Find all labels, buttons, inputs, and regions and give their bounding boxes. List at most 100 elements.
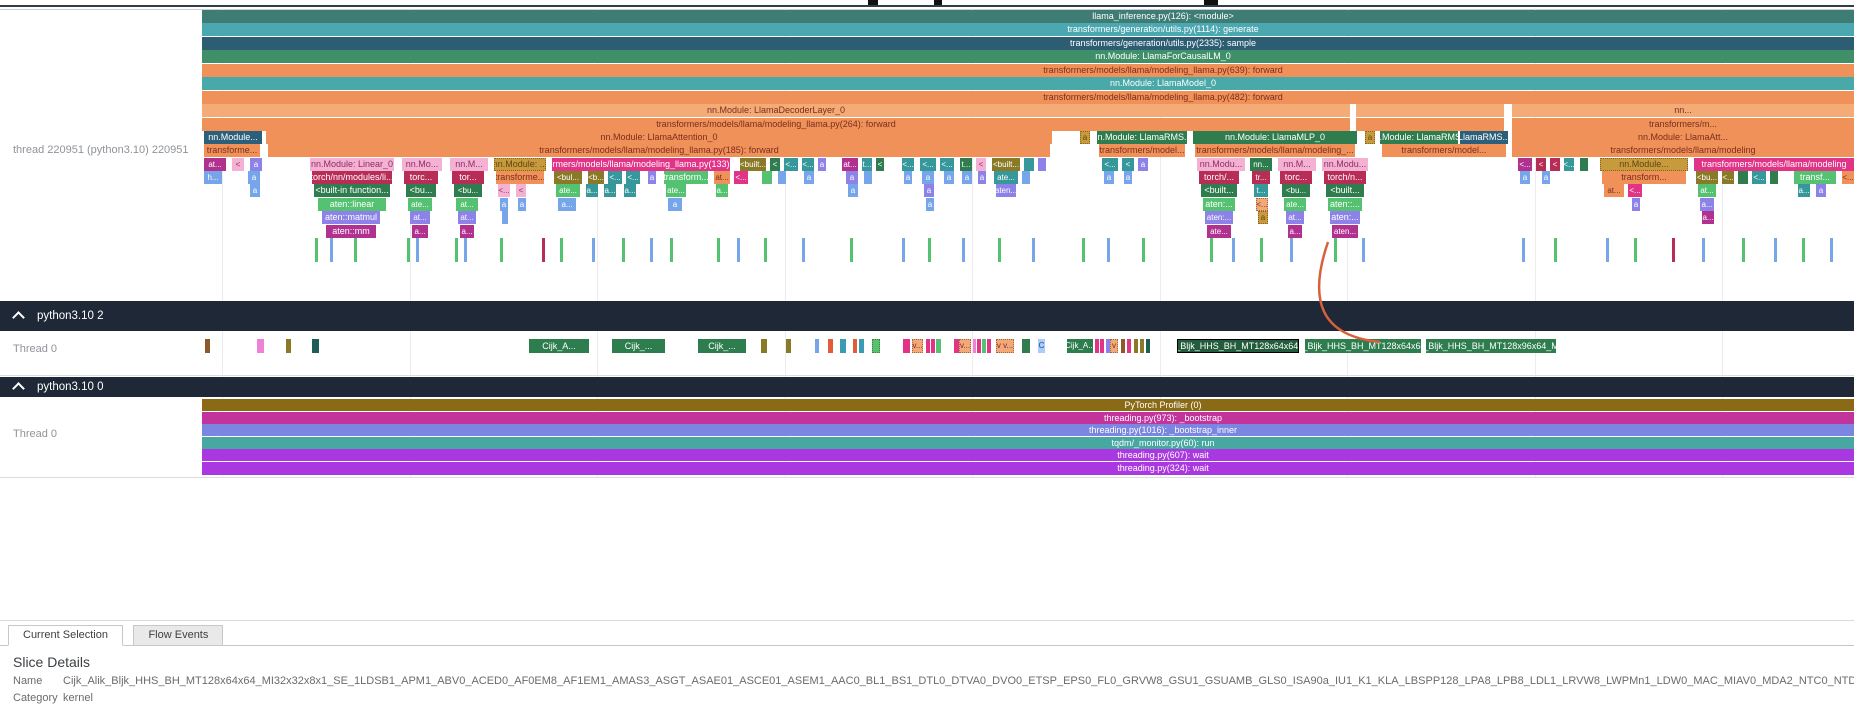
flame-slice[interactable]: a xyxy=(1632,198,1640,211)
flame-slice[interactable]: <... xyxy=(1628,184,1642,197)
flame-slice[interactable]: transformers/generation/utils.py(1114): … xyxy=(202,23,1854,36)
flame-slice[interactable]: nn.Module: LlamaModel_0 xyxy=(202,77,1854,90)
flame-slice[interactable]: a xyxy=(1816,184,1826,197)
flame-slice[interactable]: at... xyxy=(456,198,478,211)
flame-slice[interactable] xyxy=(416,238,419,262)
flame-slice[interactable]: nn.Module: LlamaForCausalLM_0 xyxy=(202,50,1854,63)
flame-slice[interactable]: <... xyxy=(802,158,814,171)
kernel-slice[interactable] xyxy=(926,339,930,353)
flame-slice[interactable]: transformers/models/llama/modeling xyxy=(1694,158,1854,171)
flame-slice[interactable] xyxy=(1362,238,1365,262)
flame-slice[interactable] xyxy=(850,238,853,262)
flame-slice[interactable]: < xyxy=(516,184,526,197)
python-thread-slice[interactable]: threading.py(1016): _bootstrap_inner xyxy=(202,424,1854,436)
flame-slice[interactable] xyxy=(1702,238,1705,262)
flame-slice[interactable]: h... xyxy=(204,171,222,184)
kernel-slice[interactable] xyxy=(936,339,941,353)
flame-slice[interactable]: <... xyxy=(626,171,640,184)
kernel-slice[interactable] xyxy=(859,339,864,353)
flame-slice[interactable] xyxy=(962,238,965,262)
flame-slice[interactable]: transforme... xyxy=(496,171,544,184)
flame-slice[interactable]: <built-in function... xyxy=(314,184,390,197)
flame-slice[interactable] xyxy=(1038,158,1046,171)
flame-slice[interactable]: <... xyxy=(1722,171,1734,184)
kernel-slice[interactable] xyxy=(1146,339,1150,353)
kernel-slice[interactable] xyxy=(1106,339,1110,353)
kernel-slice[interactable]: Cijk_... xyxy=(698,339,746,353)
kernel-slice[interactable]: Cijk_Alik_Bljk_HHS_BH_MT128x64x64_MI32x.… xyxy=(1177,339,1299,353)
flame-slice[interactable]: transformers/models/llama/modeling_... xyxy=(1195,144,1355,157)
flame-slice[interactable] xyxy=(455,238,458,262)
flame-slice[interactable]: aten:... xyxy=(1205,211,1233,224)
flame-slice[interactable]: a... xyxy=(412,225,428,238)
flame-slice[interactable]: a xyxy=(922,171,934,184)
flame-slice[interactable]: a... xyxy=(1798,184,1810,197)
flame-slice[interactable] xyxy=(1356,104,1504,117)
kernel-slice[interactable] xyxy=(840,339,846,353)
flame-slice[interactable]: aten::... xyxy=(1328,198,1362,211)
python-thread-slice[interactable]: PyTorch Profiler (0) xyxy=(202,399,1854,411)
flame-slice[interactable]: t... xyxy=(1254,184,1268,197)
flame-slice[interactable] xyxy=(1260,238,1263,262)
flame-slice[interactable] xyxy=(1802,238,1805,262)
kernel-slice[interactable]: v xyxy=(1110,339,1118,353)
flame-slice[interactable]: a... xyxy=(604,184,616,197)
flame-slice[interactable]: transform... xyxy=(1602,171,1686,184)
flame-slice[interactable]: a xyxy=(668,198,682,211)
flame-slice[interactable] xyxy=(650,238,653,262)
flame-slice[interactable]: transform... xyxy=(664,171,708,184)
flame-slice[interactable]: a... xyxy=(1702,211,1714,224)
flame-slice[interactable]: t... xyxy=(862,158,872,171)
flame-slice[interactable]: a xyxy=(1124,171,1132,184)
flame-slice[interactable] xyxy=(1522,238,1525,262)
flame-slice[interactable]: torc... xyxy=(1280,171,1312,184)
flame-slice[interactable]: a xyxy=(846,171,858,184)
flame-slice[interactable]: <... xyxy=(1752,171,1766,184)
flame-slice[interactable]: < xyxy=(976,158,986,171)
flame-slice[interactable]: a... xyxy=(716,184,728,197)
flame-slice[interactable]: transformers/models/llama/modeling_llama… xyxy=(268,144,1050,157)
flame-slice[interactable] xyxy=(1232,238,1235,262)
flame-slice[interactable]: a xyxy=(1365,131,1375,144)
flame-slice[interactable]: a xyxy=(924,184,934,197)
flame-slice[interactable]: <... xyxy=(1256,198,1268,211)
kernel-slice[interactable] xyxy=(954,339,959,353)
kernel-slice[interactable] xyxy=(286,339,291,353)
kernel-slice[interactable]: v v... xyxy=(996,339,1014,353)
kernel-slice[interactable] xyxy=(853,339,857,353)
flame-slice[interactable]: transformers/models/llama/modeling_llama… xyxy=(202,118,1350,131)
kernel-slice[interactable] xyxy=(815,339,819,353)
flame-slice[interactable]: <... xyxy=(498,184,510,197)
flame-slice[interactable]: a xyxy=(250,184,260,197)
flame-slice[interactable]: <... xyxy=(734,171,748,184)
flame-slice[interactable]: nn.Module: LlamaAttention_0 xyxy=(266,131,1052,144)
kernel-slice[interactable] xyxy=(1095,339,1099,353)
flame-slice[interactable] xyxy=(864,171,872,184)
flame-slice[interactable]: torch/n... xyxy=(1324,171,1366,184)
process-group-header-python3-10-2[interactable]: python3.10 2 xyxy=(0,301,1854,331)
flame-slice[interactable] xyxy=(1032,238,1035,262)
flame-slice[interactable]: aten::matmul xyxy=(322,211,380,224)
flame-slice[interactable] xyxy=(928,238,931,262)
flame-slice[interactable]: at... xyxy=(410,211,430,224)
flame-slice[interactable] xyxy=(1580,158,1588,171)
flame-slice[interactable]: <... xyxy=(902,158,914,171)
flame-slice[interactable]: t... xyxy=(960,158,972,171)
kernel-slice[interactable]: Cijk_... xyxy=(612,339,665,353)
flame-slice[interactable]: <b... xyxy=(588,171,604,184)
kernel-slice[interactable] xyxy=(903,339,910,353)
kernel-slice[interactable]: Cijk_A... xyxy=(1067,339,1093,353)
flame-slice[interactable] xyxy=(1554,238,1557,262)
kernel-slice[interactable]: v... xyxy=(912,339,923,353)
flame-slice[interactable] xyxy=(354,238,357,262)
flame-slice[interactable]: a xyxy=(248,171,260,184)
flame-slice[interactable]: <... xyxy=(1102,158,1118,171)
flame-slice[interactable]: <... xyxy=(920,158,936,171)
flame-slice[interactable] xyxy=(717,238,720,262)
collapse-chevron-icon[interactable] xyxy=(12,382,25,395)
flame-slice[interactable] xyxy=(670,238,673,262)
flame-slice[interactable] xyxy=(1107,238,1110,262)
kernel-slice[interactable] xyxy=(828,339,833,353)
flame-slice[interactable]: nn.Module: LlamaDecoderLayer_0 xyxy=(202,104,1350,117)
flame-slice[interactable]: <... xyxy=(608,171,622,184)
